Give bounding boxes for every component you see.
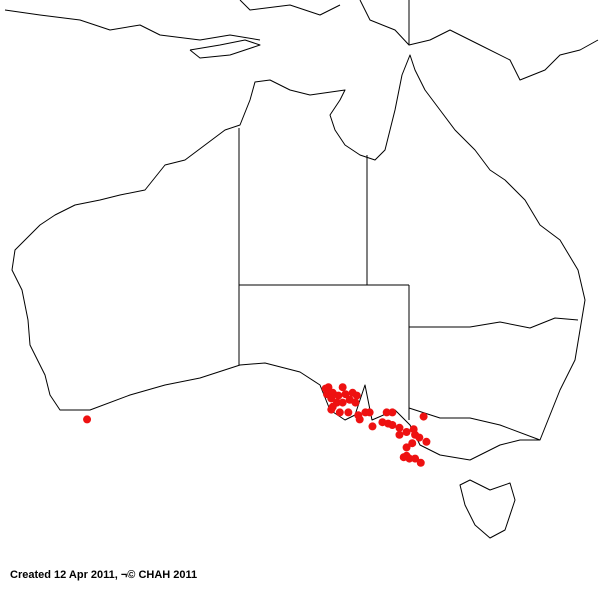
occurrence-point	[365, 408, 374, 417]
occurrence-point	[334, 391, 343, 400]
tasmania-coastline	[459, 479, 516, 539]
occurrence-point	[419, 412, 428, 421]
timor-coast	[189, 39, 261, 59]
occurrence-point	[388, 408, 397, 417]
occurrence-point	[327, 405, 336, 414]
occurrence-point	[395, 423, 404, 432]
occurrence-point	[402, 451, 411, 460]
map-caption: Created 12 Apr 2011, ¬© CHAH 2011	[10, 569, 198, 581]
occurrence-point	[415, 433, 424, 442]
occurrence-point	[368, 422, 377, 431]
occurrence-point	[395, 430, 404, 439]
occurrence-point	[402, 428, 411, 436]
border-nsw-vic	[408, 407, 541, 441]
occurrence-point	[402, 443, 411, 452]
occurrence-point	[355, 415, 364, 424]
occurrence-point	[388, 421, 397, 429]
occurrence-points	[83, 383, 431, 467]
occurrence-point	[341, 390, 350, 399]
occurrence-point	[352, 391, 361, 400]
indonesia-islands	[4, 9, 261, 41]
border-qld-nsw	[409, 317, 579, 329]
mainland-coastline	[11, 54, 586, 461]
occurrence-point	[408, 439, 417, 448]
occurrence-point	[338, 383, 347, 392]
occurrence-point	[382, 408, 391, 417]
occurrence-point	[83, 415, 92, 424]
occurrence-point	[416, 458, 425, 467]
occurrence-point	[327, 394, 336, 403]
occurrence-point	[335, 408, 344, 417]
occurrence-point	[338, 398, 347, 407]
occurrence-point	[344, 408, 353, 417]
occurrence-point	[351, 398, 360, 407]
occurrence-point	[411, 454, 420, 463]
occurrence-point	[422, 437, 431, 446]
new-guinea-coast	[359, 0, 599, 81]
indonesia-north-coast	[239, 0, 341, 16]
occurrence-point	[324, 383, 333, 392]
